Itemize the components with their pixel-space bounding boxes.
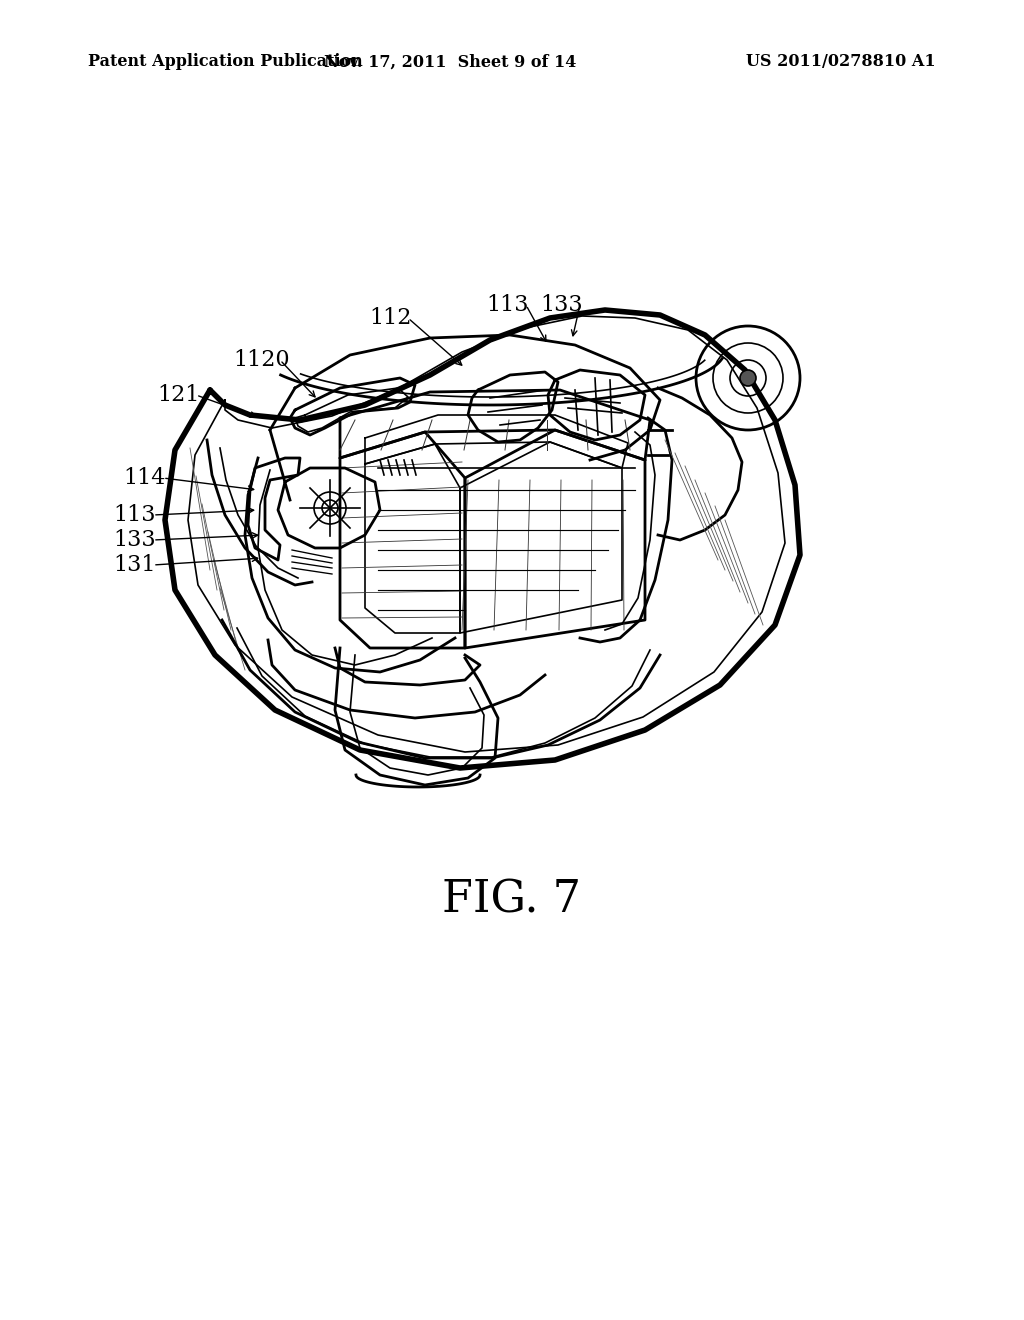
Text: 113: 113 [486, 294, 529, 315]
Text: FIG. 7: FIG. 7 [442, 878, 582, 921]
Text: 113: 113 [114, 504, 157, 525]
Text: 121: 121 [157, 384, 200, 407]
Text: 133: 133 [541, 294, 584, 315]
Text: Nov. 17, 2011  Sheet 9 of 14: Nov. 17, 2011 Sheet 9 of 14 [324, 54, 577, 70]
Text: 1120: 1120 [233, 348, 291, 371]
Text: 131: 131 [114, 554, 157, 576]
Circle shape [740, 370, 756, 385]
Text: 112: 112 [369, 308, 412, 329]
Text: Patent Application Publication: Patent Application Publication [88, 54, 362, 70]
Text: US 2011/0278810 A1: US 2011/0278810 A1 [746, 54, 936, 70]
Text: 133: 133 [114, 529, 157, 550]
Text: 114: 114 [124, 467, 166, 488]
